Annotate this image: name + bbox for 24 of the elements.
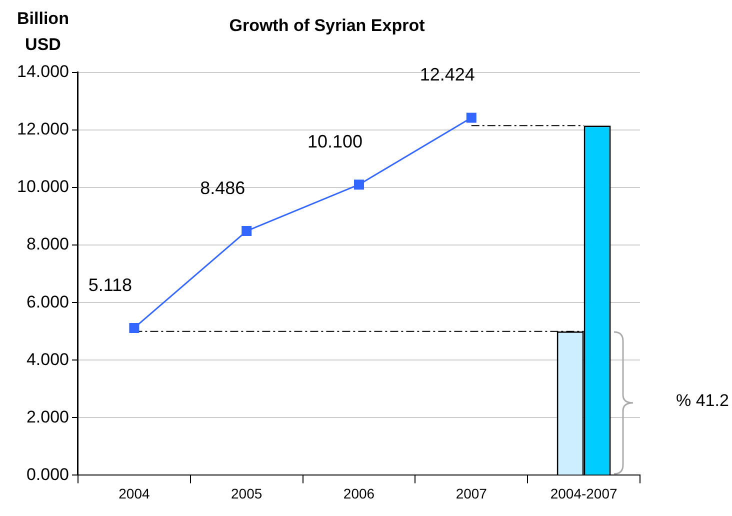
y-tick-label: 4.000 bbox=[26, 350, 69, 369]
y-tick-label: 14.000 bbox=[16, 62, 69, 82]
data-label: 12.424 bbox=[420, 64, 475, 85]
y-tick-label: 0.000 bbox=[26, 464, 69, 484]
y-axis-title: Billion USD bbox=[16, 8, 70, 56]
x-tick-label: 2004-2007 bbox=[550, 485, 618, 502]
x-tick-label: 2004 bbox=[118, 485, 150, 502]
x-tick-label: 2007 bbox=[456, 485, 488, 502]
point bbox=[354, 180, 364, 190]
point bbox=[242, 226, 252, 236]
data-label: 10.100 bbox=[307, 132, 363, 152]
point bbox=[466, 112, 476, 123]
y-tick-label: 12.000 bbox=[16, 120, 69, 139]
x-tick-label: 2006 bbox=[343, 485, 375, 502]
y-tick-label: 6.000 bbox=[26, 292, 69, 312]
data-label: 5.118 bbox=[88, 274, 132, 295]
y-tick-label: 2.000 bbox=[26, 407, 69, 426]
y-tick-label: 8.000 bbox=[26, 234, 69, 254]
x-tick-label: 2005 bbox=[231, 485, 262, 502]
y-tick-label: 10.000 bbox=[16, 177, 69, 196]
text: % 41.2 bbox=[676, 391, 729, 412]
chart-title: Growth of Syrian Exprot bbox=[229, 16, 426, 35]
point bbox=[129, 322, 140, 333]
data-label: 8.486 bbox=[200, 178, 246, 198]
